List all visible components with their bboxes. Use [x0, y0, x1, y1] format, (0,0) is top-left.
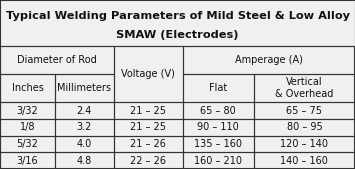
Bar	[183, 119, 254, 136]
Bar	[0, 119, 55, 136]
Text: Voltage (V): Voltage (V)	[121, 69, 175, 79]
Bar	[0, 136, 55, 152]
Bar	[114, 102, 183, 119]
Bar	[183, 152, 254, 169]
Bar	[0, 102, 55, 119]
Text: 22 – 26: 22 – 26	[130, 156, 166, 166]
Bar	[0, 74, 55, 102]
Text: Amperage (A): Amperage (A)	[235, 55, 303, 65]
Bar	[0, 46, 114, 74]
Text: Vertical
& Overhead: Vertical & Overhead	[275, 77, 334, 99]
Text: Inches: Inches	[12, 83, 43, 93]
Bar	[55, 152, 114, 169]
Bar	[114, 119, 183, 136]
Text: Typical Welding Parameters of Mild Steel & Low Alloy: Typical Welding Parameters of Mild Steel…	[5, 11, 350, 21]
Text: 120 – 140: 120 – 140	[280, 139, 328, 149]
Text: 2.4: 2.4	[77, 106, 92, 116]
Bar	[0, 0, 355, 46]
Text: Millimeters: Millimeters	[57, 83, 111, 93]
Text: 21 – 25: 21 – 25	[130, 122, 166, 132]
Text: 4.0: 4.0	[77, 139, 92, 149]
Bar	[254, 102, 355, 119]
Text: 3/16: 3/16	[17, 156, 38, 166]
Bar	[183, 136, 254, 152]
Bar	[55, 74, 114, 102]
Bar	[114, 136, 183, 152]
Text: 21 – 26: 21 – 26	[130, 139, 166, 149]
Bar	[55, 119, 114, 136]
Bar	[254, 119, 355, 136]
Bar	[0, 152, 55, 169]
Bar	[183, 46, 355, 74]
Text: 4.8: 4.8	[77, 156, 92, 166]
Text: Flat: Flat	[209, 83, 228, 93]
Text: 135 – 160: 135 – 160	[194, 139, 242, 149]
Text: 140 – 160: 140 – 160	[280, 156, 328, 166]
Bar	[114, 152, 183, 169]
Text: 65 – 75: 65 – 75	[286, 106, 322, 116]
Bar	[254, 152, 355, 169]
Text: 3.2: 3.2	[77, 122, 92, 132]
Bar	[114, 46, 183, 102]
Text: SMAW (Electrodes): SMAW (Electrodes)	[116, 30, 239, 40]
Text: Diameter of Rod: Diameter of Rod	[17, 55, 97, 65]
Text: 3/32: 3/32	[17, 106, 38, 116]
Text: 65 – 80: 65 – 80	[201, 106, 236, 116]
Bar	[183, 74, 254, 102]
Text: 1/8: 1/8	[20, 122, 35, 132]
Bar	[55, 102, 114, 119]
Text: 80 – 95: 80 – 95	[286, 122, 322, 132]
Text: 160 – 210: 160 – 210	[194, 156, 242, 166]
Bar	[254, 74, 355, 102]
Text: 90 – 110: 90 – 110	[197, 122, 239, 132]
Bar	[254, 136, 355, 152]
Text: 5/32: 5/32	[17, 139, 38, 149]
Text: 21 – 25: 21 – 25	[130, 106, 166, 116]
Bar	[55, 136, 114, 152]
Bar	[183, 102, 254, 119]
